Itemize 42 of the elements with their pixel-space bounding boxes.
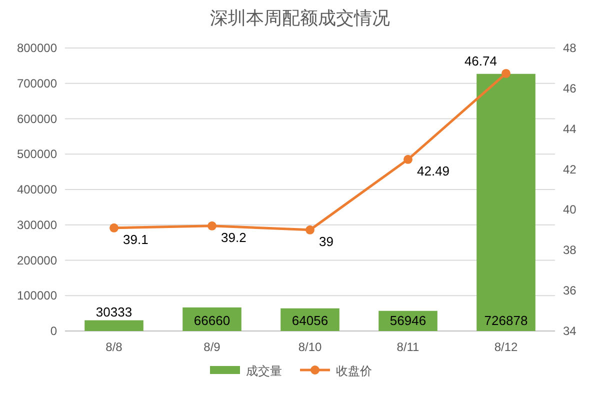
y-tick-label: 200000 [16,253,58,268]
y-tick-label: 600000 [16,112,58,126]
y2-tick-label: 34 [563,324,577,338]
y-tick-label: 800000 [16,41,58,55]
bar [84,320,144,331]
x-tick-label: 8/12 [494,340,518,354]
chart-title: 深圳本周配额成交情况 [210,8,390,28]
legend-label: 收盘价 [336,364,372,378]
point [306,225,314,234]
y2-tick-label: 36 [563,284,577,298]
x-tick-label: 8/11 [396,340,420,354]
y-tick-label: 100000 [16,288,58,303]
x-tick-label: 8/9 [204,340,221,354]
data-label: 39 [319,234,334,249]
y2-tick-label: 46 [563,81,577,96]
y2-tick-label: 40 [563,202,577,217]
point [404,154,412,164]
data-label: 64056 [292,313,328,328]
legend-label: 成交量 [246,364,282,378]
data-label: 726878 [484,313,528,328]
data-label: 39.1 [123,232,148,247]
x-tick-label: 8/8 [106,340,123,354]
point [502,68,510,78]
y-tick-label: 700000 [16,76,58,90]
y-tick-label: 0 [50,324,58,338]
y2-tick-label: 38 [563,243,577,258]
point [110,223,118,232]
y-tick-label: 400000 [16,182,58,196]
data-label: 42.49 [417,163,450,178]
bar [476,74,536,331]
x-tick-label: 8/10 [298,340,322,354]
data-label: 46.74 [464,53,497,68]
y2-tick-label: 48 [563,41,577,55]
point [208,221,216,230]
y2-tick-label: 44 [563,122,577,136]
data-label: 39.2 [221,230,246,245]
y-tick-label: 300000 [16,218,58,232]
data-label: 30333 [96,304,132,320]
y-tick-label: 500000 [16,147,58,162]
data-label: 66660 [194,313,230,328]
y2-tick-label: 42 [563,162,577,176]
data-label: 56946 [390,313,426,328]
